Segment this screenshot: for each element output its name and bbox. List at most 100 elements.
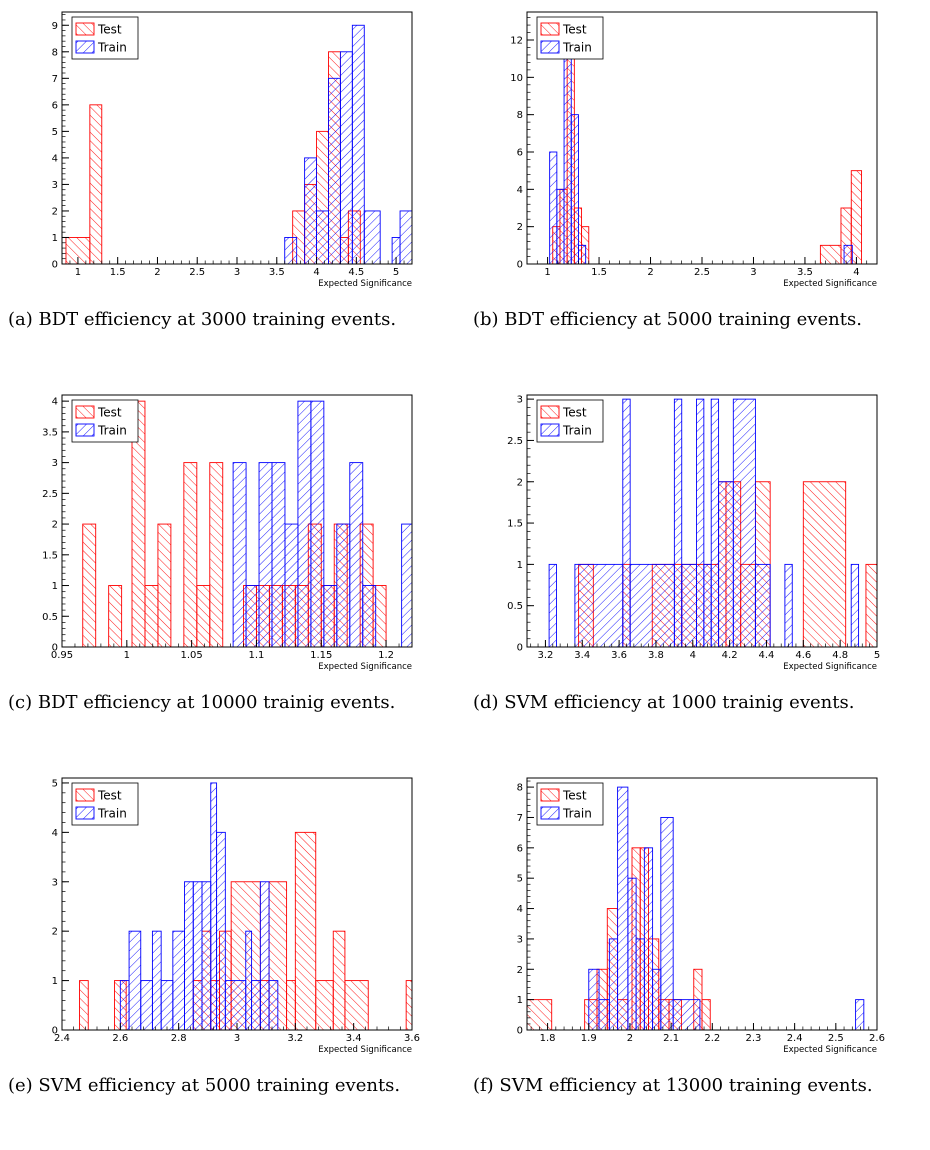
x-tick-label: 3: [750, 267, 756, 278]
panel-d: 3.2 3.4 3.6 3.8 4 4.2 4.4 4.6 4.8 5 0 0.5 1 1.5 2 2.5 3 E…: [465, 383, 930, 766]
legend: Test Train: [536, 399, 604, 443]
x-axis-label: Expected Significance: [318, 662, 412, 672]
x-tick-label: 4.5: [348, 267, 364, 278]
train-bar: [339, 51, 353, 264]
y-tick-label: 8: [52, 47, 58, 58]
caption-d: (d) SVM efficiency at 1000 trainig event…: [473, 692, 855, 713]
legend-label: Test: [97, 23, 122, 37]
legend-label: Train: [562, 41, 592, 55]
train-bar: [570, 114, 579, 264]
train-bar: [201, 881, 212, 1030]
test-bar: [332, 930, 346, 1030]
x-tick-label: 1: [124, 650, 130, 661]
train-bar: [703, 563, 712, 647]
y-tick-label: 2: [52, 206, 58, 217]
y-tick-label: 10: [510, 73, 523, 84]
legend-label: Test: [97, 406, 122, 420]
y-tick-label: 0: [52, 1026, 58, 1037]
panel-f: 1.8 1.9 2 2.1 2.2 2.3 2.4 2.5 2.6 0 1 2 3 4 5 6 7 8 Expect…: [465, 766, 930, 1149]
x-axis-label: Expected Significance: [783, 662, 877, 672]
train-bar: [349, 462, 364, 647]
x-tick-label: 2.4: [54, 1033, 70, 1044]
y-tick-label: 2: [52, 520, 58, 531]
histogram-c: 0.95 1 1.05 1.1 1.15 1.2 0 0.5 1 1.5 2 2.5 3 3.5 4 Expe…: [42, 394, 413, 672]
legend-label: Train: [97, 41, 127, 55]
y-tick-label: 3: [52, 180, 58, 191]
test-bar: [79, 980, 89, 1030]
test-bar: [850, 170, 863, 264]
test-bar: [82, 523, 97, 647]
train-bar: [216, 831, 226, 1030]
train-bar: [304, 157, 317, 264]
train-bar: [635, 938, 645, 1030]
y-tick-label: 12: [510, 36, 523, 47]
y-tick-label: 1.5: [507, 519, 523, 530]
x-tick-label: 3.5: [797, 267, 813, 278]
x-tick-label: 2: [627, 1033, 633, 1044]
train-bar: [140, 980, 153, 1030]
y-tick-label: 4: [517, 904, 523, 915]
x-tick-label: 3.6: [404, 1033, 420, 1044]
x-tick-label: 3.2: [287, 1033, 303, 1044]
panel-a: 1 1.5 2 2.5 3 3.5 4 4.5 5 0 1 2 3 4 5 6 7 8 9 Expected Sign…: [0, 0, 465, 383]
train-bar: [399, 210, 412, 264]
y-tick-label: 0.5: [42, 612, 58, 623]
test-bar: [144, 585, 159, 647]
train-bar: [732, 398, 756, 647]
x-tick-label: 1.2: [378, 650, 394, 661]
train-bar: [151, 930, 162, 1030]
train-bar: [316, 210, 329, 264]
x-tick-label: 4.8: [832, 650, 848, 661]
train-bar: [563, 58, 572, 264]
y-tick-label: 5: [517, 874, 523, 885]
train-bar: [351, 24, 365, 264]
train-bar: [245, 930, 253, 1030]
legend: Test Train: [71, 16, 139, 60]
x-tick-label: 1.5: [591, 267, 607, 278]
y-tick-label: 2: [517, 965, 523, 976]
x-tick-label: 4.6: [795, 650, 811, 661]
y-tick-label: 0: [52, 643, 58, 654]
x-tick-label: 4.4: [759, 650, 775, 661]
x-tick-label: 2.6: [112, 1033, 128, 1044]
y-tick-label: 6: [517, 843, 523, 854]
x-tick-label: 1: [544, 267, 550, 278]
train-bar: [549, 151, 558, 264]
y-tick-label: 0: [517, 643, 523, 654]
train-bar: [284, 237, 298, 264]
x-axis-label: Expected Significance: [318, 279, 412, 289]
y-tick-label: 5: [52, 778, 58, 789]
test-bar: [108, 585, 123, 647]
y-tick-label: 8: [517, 110, 523, 121]
legend-swatch: [540, 405, 560, 419]
test-bar: [701, 999, 711, 1030]
x-tick-label: 3.2: [537, 650, 553, 661]
x-tick-label: 3: [234, 1033, 240, 1044]
x-tick-label: 2.5: [694, 267, 710, 278]
x-tick-label: 2.6: [869, 1033, 885, 1044]
x-tick-label: 2.5: [828, 1033, 844, 1044]
x-tick-label: 2.5: [189, 267, 205, 278]
y-tick-label: 3: [52, 458, 58, 469]
x-tick-label: 4: [853, 267, 859, 278]
legend-swatch: [540, 806, 560, 820]
train-bar: [850, 563, 860, 647]
train-bar: [258, 462, 273, 647]
x-tick-label: 2.4: [787, 1033, 803, 1044]
legend-swatch: [75, 806, 95, 820]
caption-c: (c) BDT efficiency at 10000 trainig even…: [8, 692, 396, 713]
y-tick-label: 6: [52, 100, 58, 111]
histogram-b: 1 1.5 2 2.5 3 3.5 4 0 2 4 6 8 10 12 Expected Significa…: [510, 11, 878, 289]
y-tick-label: 0: [517, 1026, 523, 1037]
train-bar: [843, 244, 853, 264]
legend-swatch: [540, 22, 560, 36]
train-bar: [578, 244, 587, 264]
y-tick-label: 2.5: [507, 436, 523, 447]
x-tick-label: 2: [647, 267, 653, 278]
train-bar: [172, 930, 185, 1030]
train-bar: [268, 980, 279, 1030]
y-tick-label: 7: [517, 813, 523, 824]
y-tick-label: 0: [517, 260, 523, 271]
y-tick-label: 4: [52, 153, 58, 164]
train-bar: [617, 786, 629, 1030]
